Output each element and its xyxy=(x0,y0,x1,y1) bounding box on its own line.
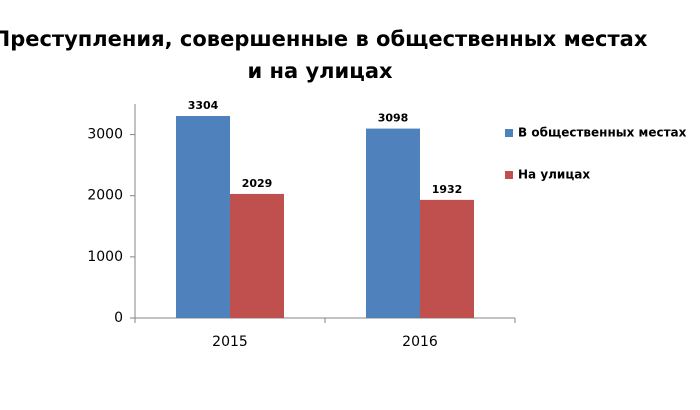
bar xyxy=(230,193,284,318)
y-tick-label: 2000 xyxy=(87,188,123,204)
value-label: 3304 xyxy=(188,99,219,112)
legend-swatch xyxy=(505,129,513,137)
value-label: 2029 xyxy=(242,177,273,190)
bar xyxy=(420,199,474,318)
legend-swatch xyxy=(505,171,513,179)
bar xyxy=(366,128,420,318)
value-label: 3098 xyxy=(378,112,409,125)
y-tick-label: 0 xyxy=(114,310,123,326)
chart-title: Преступления, совершенные в общественных… xyxy=(0,27,648,51)
bar xyxy=(176,115,230,318)
value-label: 1932 xyxy=(432,183,463,196)
x-tick-label: 2016 xyxy=(402,334,438,350)
y-tick-label: 3000 xyxy=(87,127,123,143)
legend-label: На улицах xyxy=(518,168,590,182)
y-tick-label: 1000 xyxy=(87,249,123,265)
chart-title: и на улицах xyxy=(247,59,393,83)
legend-label: В общественных местах xyxy=(518,126,687,140)
x-tick-label: 2015 xyxy=(212,334,248,350)
